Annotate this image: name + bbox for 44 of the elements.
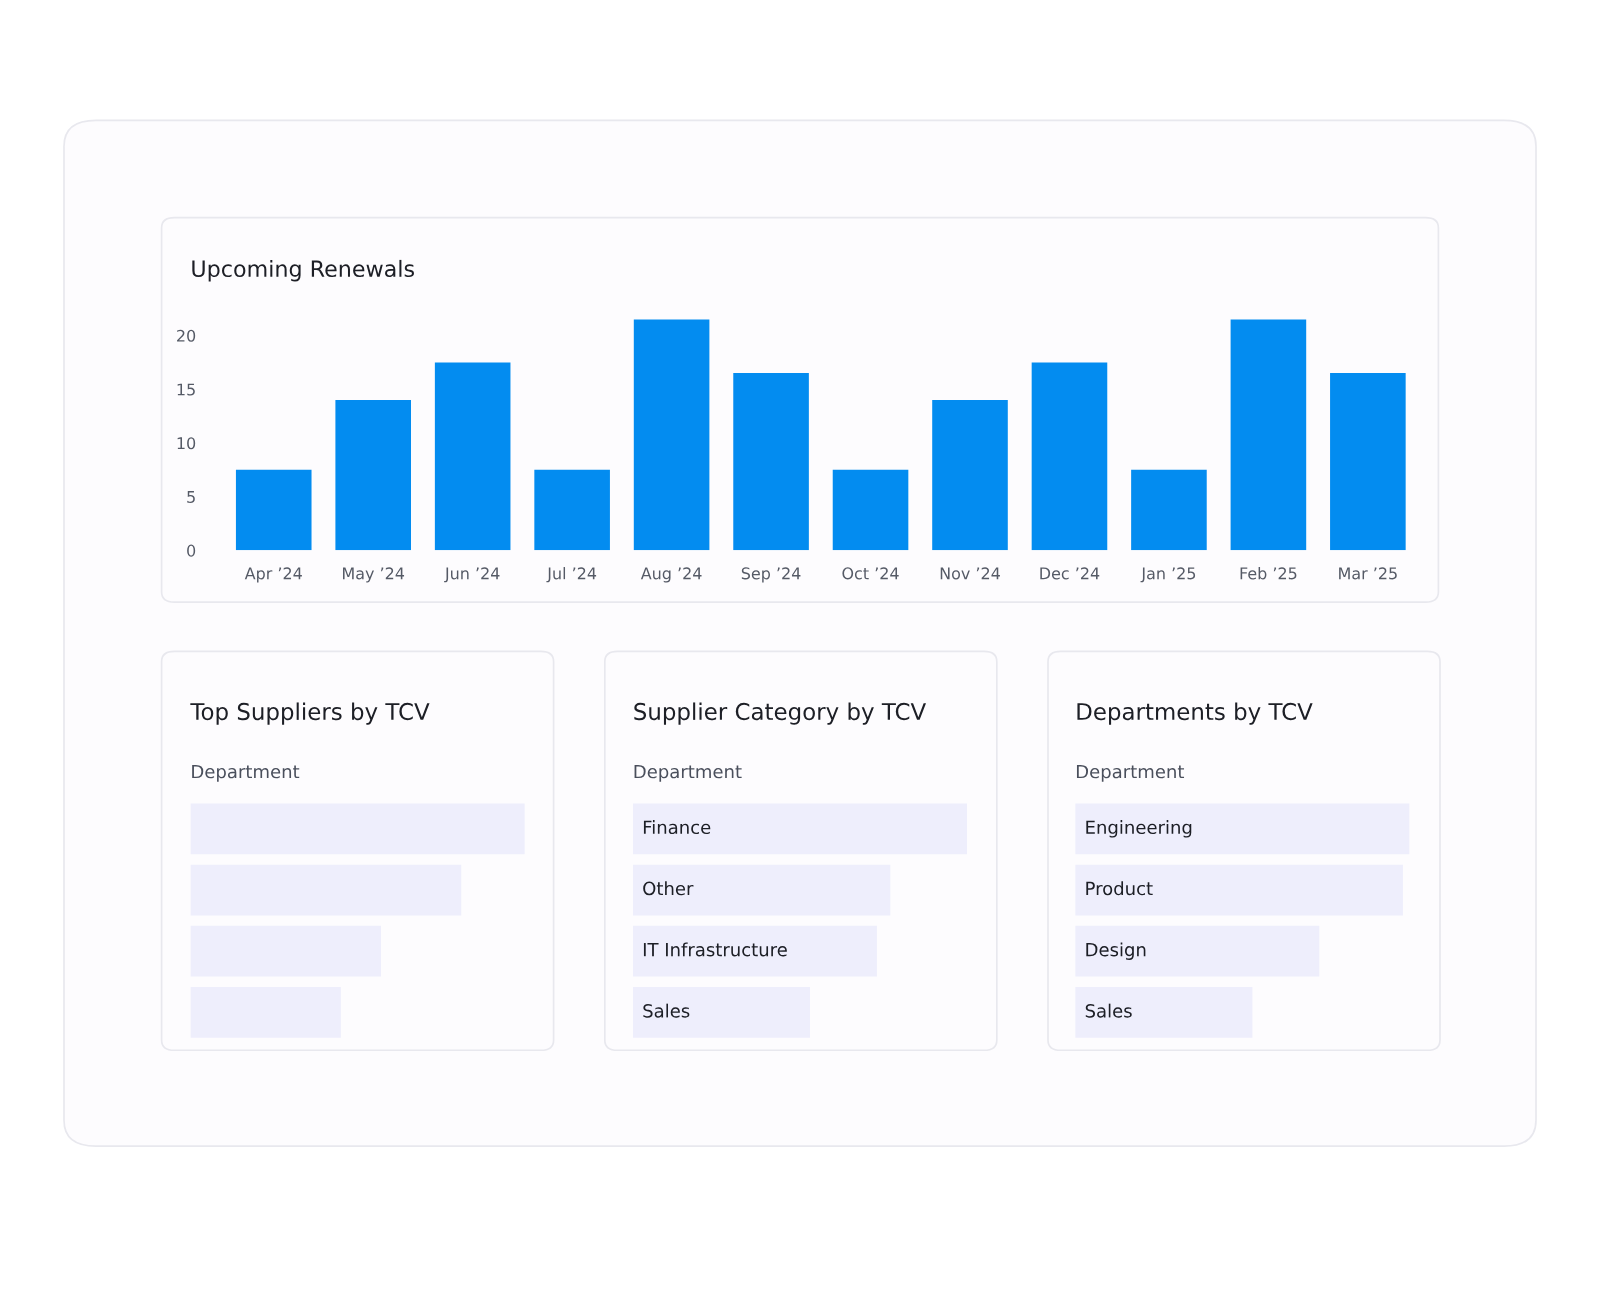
x-tick-label: Jan ’25: [1140, 567, 1196, 583]
x-tick-label: Jul ’24: [546, 567, 597, 583]
bar: [1131, 469, 1207, 551]
bar: [832, 469, 909, 551]
x-tick-label: Aug ’24: [640, 567, 702, 583]
bar: [1330, 373, 1406, 551]
chart-subtitle: Department: [1076, 764, 1185, 782]
x-tick-label: Sep ’24: [741, 567, 801, 583]
chart-subtitle: Department: [192, 764, 300, 782]
chart-title: Departments by TCV: [1077, 702, 1313, 725]
bar: [434, 362, 511, 551]
bar: [235, 469, 312, 551]
y-tick-label: 15: [177, 383, 195, 396]
x-tick-label: Feb ’25: [1240, 567, 1297, 580]
y-tick-label: Finance: [643, 820, 711, 835]
y-tick-label: Engineering: [1086, 820, 1192, 838]
chart-title: Top Suppliers by TCV: [190, 702, 430, 725]
bar: [733, 373, 809, 551]
y-tick-label: Design: [1086, 942, 1146, 960]
bar: [1230, 319, 1307, 551]
bar: [1031, 362, 1108, 551]
chart-title: Upcoming Renewals: [192, 259, 414, 282]
bar: [932, 399, 1008, 551]
y-tick-label: 5: [187, 491, 195, 503]
x-tick-label: Dec ’24: [1040, 567, 1100, 580]
bar: [633, 319, 710, 551]
x-tick-label: May ’24: [343, 567, 405, 583]
x-tick-label: Apr ’24: [244, 567, 302, 583]
y-tick-label: 10: [177, 437, 196, 450]
bar: [534, 469, 610, 551]
x-tick-label: Nov ’24: [940, 567, 1000, 580]
bar: [335, 399, 411, 551]
x-tick-label: Oct ’24: [842, 567, 899, 580]
chart-title: Supplier Category by TCV: [634, 702, 926, 725]
x-tick-label: Mar ’25: [1339, 567, 1397, 580]
y-tick-label: Product: [1086, 881, 1153, 896]
y-tick-label: 20: [177, 329, 196, 342]
y-tick-label: 0: [187, 544, 196, 557]
y-tick-label: Other: [643, 881, 694, 896]
y-tick-label: Sales: [1085, 1003, 1132, 1018]
x-tick-label: Jun ’24: [444, 567, 500, 583]
y-tick-label: IT Infrastructure: [643, 942, 787, 957]
y-tick-label: Sales: [643, 1003, 690, 1018]
chart-subtitle: Department: [634, 764, 742, 782]
